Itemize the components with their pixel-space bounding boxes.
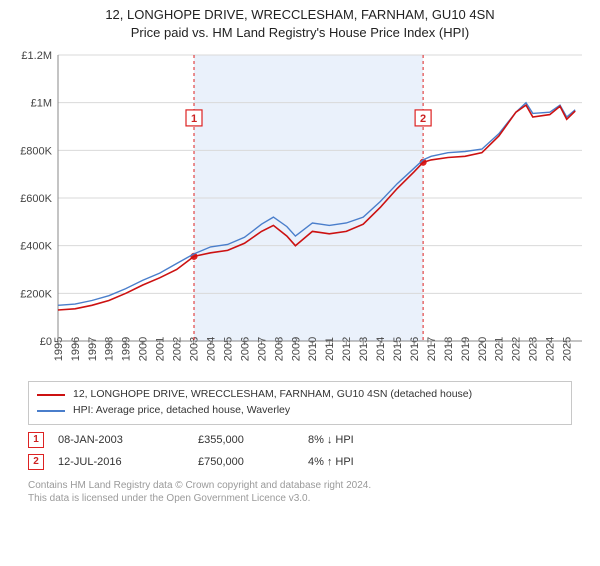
sale-row-1: 1 08-JAN-2003 £355,000 8% ↓ HPI <box>28 429 572 451</box>
svg-text:1997: 1997 <box>87 337 99 361</box>
legend-swatch-property <box>37 394 65 396</box>
footer-line1: Contains HM Land Registry data © Crown c… <box>28 479 572 493</box>
svg-text:2: 2 <box>420 113 426 125</box>
svg-text:2015: 2015 <box>392 337 404 361</box>
footer-line2: This data is licensed under the Open Gov… <box>28 492 572 506</box>
sale-vs-2: HPI <box>335 456 353 468</box>
svg-text:1998: 1998 <box>104 337 116 361</box>
sale-row-2: 2 12-JUL-2016 £750,000 4% ↑ HPI <box>28 451 572 473</box>
title-line2: Price paid vs. HM Land Registry's House … <box>0 24 600 42</box>
svg-text:1: 1 <box>191 113 197 125</box>
sale-price-1: £355,000 <box>198 434 308 446</box>
svg-text:£400K: £400K <box>20 241 52 253</box>
sale-price-2: £750,000 <box>198 456 308 468</box>
svg-text:£1M: £1M <box>31 98 52 110</box>
svg-text:2003: 2003 <box>189 337 201 361</box>
svg-text:£600K: £600K <box>20 193 52 205</box>
svg-text:2023: 2023 <box>528 337 540 361</box>
svg-text:2007: 2007 <box>256 337 268 361</box>
svg-text:2021: 2021 <box>494 337 506 361</box>
svg-text:2004: 2004 <box>205 337 217 361</box>
sale-marker-1: 1 <box>28 432 44 448</box>
legend-label-property: 12, LONGHOPE DRIVE, WRECCLESHAM, FARNHAM… <box>73 387 472 403</box>
sales-table: 1 08-JAN-2003 £355,000 8% ↓ HPI 2 12-JUL… <box>28 429 572 473</box>
price-chart: £0 £200K £400K £600K £800K £1M £1.2M 1995 1996 19… <box>10 45 590 375</box>
legend-swatch-hpi <box>37 410 65 412</box>
svg-text:2006: 2006 <box>239 337 251 361</box>
svg-text:2016: 2016 <box>409 337 421 361</box>
footer: Contains HM Land Registry data © Crown c… <box>28 479 572 506</box>
sale-date-1: 08-JAN-2003 <box>58 434 198 446</box>
legend-label-hpi: HPI: Average price, detached house, Wave… <box>73 403 290 419</box>
title-line1: 12, LONGHOPE DRIVE, WRECCLESHAM, FARNHAM… <box>0 6 600 24</box>
sale-pct-value-2: 4% <box>308 456 324 468</box>
svg-text:2018: 2018 <box>443 337 455 361</box>
svg-text:2014: 2014 <box>375 337 387 361</box>
svg-text:2013: 2013 <box>358 337 370 361</box>
sale-pct-1: 8% ↓ HPI <box>308 434 428 446</box>
svg-text:2009: 2009 <box>290 337 302 361</box>
sale-vs-1: HPI <box>335 434 353 446</box>
svg-text:2012: 2012 <box>341 337 353 361</box>
legend-item-property: 12, LONGHOPE DRIVE, WRECCLESHAM, FARNHAM… <box>37 387 563 403</box>
svg-text:£0: £0 <box>40 336 52 348</box>
svg-text:2020: 2020 <box>477 337 489 361</box>
svg-text:2005: 2005 <box>222 337 234 361</box>
svg-text:1999: 1999 <box>121 337 133 361</box>
svg-text:1995: 1995 <box>53 337 65 361</box>
svg-text:2024: 2024 <box>545 337 557 361</box>
svg-text:2025: 2025 <box>562 337 574 361</box>
legend-item-hpi: HPI: Average price, detached house, Wave… <box>37 403 563 419</box>
svg-text:2001: 2001 <box>155 337 167 361</box>
svg-text:2010: 2010 <box>307 337 319 361</box>
svg-text:£800K: £800K <box>20 145 52 157</box>
arrow-down-icon: ↓ <box>327 434 333 446</box>
sale-date-2: 12-JUL-2016 <box>58 456 198 468</box>
chart-title: 12, LONGHOPE DRIVE, WRECCLESHAM, FARNHAM… <box>0 6 600 41</box>
sale-marker-2: 2 <box>28 454 44 470</box>
svg-text:£200K: £200K <box>20 288 52 300</box>
svg-text:2002: 2002 <box>172 337 184 361</box>
arrow-up-icon: ↑ <box>327 456 333 468</box>
sale-pct-value-1: 8% <box>308 434 324 446</box>
svg-text:2000: 2000 <box>138 337 150 361</box>
legend: 12, LONGHOPE DRIVE, WRECCLESHAM, FARNHAM… <box>28 381 572 425</box>
svg-text:2008: 2008 <box>273 337 285 361</box>
svg-text:2017: 2017 <box>426 337 438 361</box>
svg-text:2019: 2019 <box>460 337 472 361</box>
svg-text:1996: 1996 <box>70 337 82 361</box>
sale-pct-2: 4% ↑ HPI <box>308 456 428 468</box>
svg-text:£1.2M: £1.2M <box>21 50 52 62</box>
svg-text:2022: 2022 <box>511 337 523 361</box>
